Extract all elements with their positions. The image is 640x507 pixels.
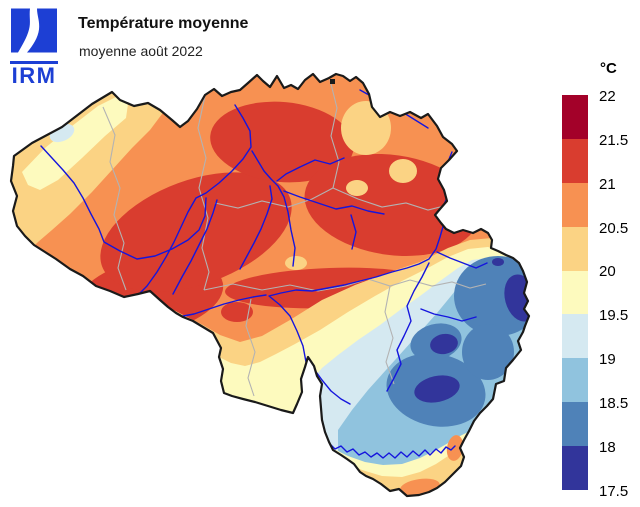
legend-swatch xyxy=(562,314,588,359)
irm-logo-emblem xyxy=(11,8,57,53)
legend-tick: 18 xyxy=(599,439,616,456)
legend-tick: 18.5 xyxy=(599,395,629,412)
province-borders xyxy=(102,79,487,397)
legend-swatch xyxy=(562,270,588,315)
legend-unit-label: °C xyxy=(600,60,617,77)
band-20-205 xyxy=(285,101,417,270)
colorbar xyxy=(562,95,588,491)
legend-swatch xyxy=(562,402,588,447)
temperature-regions xyxy=(11,74,529,496)
legend-swatch xyxy=(562,138,588,183)
legend-tick: 17.5 xyxy=(599,483,629,500)
legend-tick: 19 xyxy=(599,351,616,368)
legend-tick: 19.5 xyxy=(599,307,629,324)
band-175-18 xyxy=(414,258,529,403)
legend-swatch xyxy=(562,226,588,271)
legend-tick: 20.5 xyxy=(599,220,629,237)
legend-swatch xyxy=(562,182,588,227)
legend-tick: 20 xyxy=(599,263,616,280)
legend-tick: 21 xyxy=(599,176,616,193)
irm-logo: IRM xyxy=(10,7,58,87)
page-subtitle: moyenne août 2022 xyxy=(79,43,203,59)
legend-swatch xyxy=(562,95,588,139)
page-title: Température moyenne xyxy=(78,15,249,32)
baarle-enclave xyxy=(330,79,335,84)
legend-tick: 22 xyxy=(599,88,616,105)
legend-swatch xyxy=(562,358,588,403)
irm-logo-text: IRM xyxy=(10,61,58,88)
legend-swatch xyxy=(562,446,588,491)
legend-tick: 21.5 xyxy=(599,132,629,149)
